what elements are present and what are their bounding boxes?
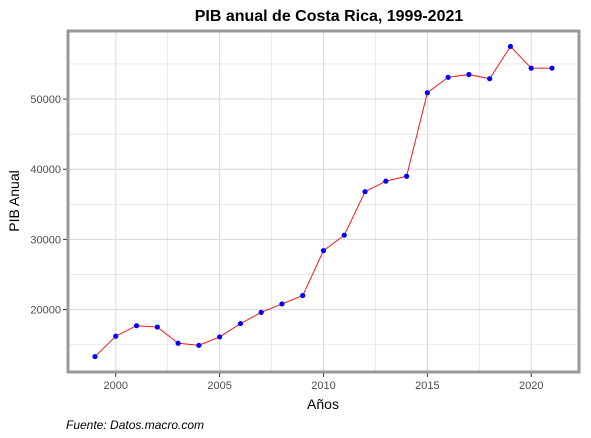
- data-point: [175, 340, 181, 346]
- data-point: [383, 178, 389, 184]
- x-tick-label: 2020: [519, 380, 543, 392]
- y-tick-label: 50000: [30, 94, 61, 106]
- data-point: [445, 74, 451, 80]
- source-caption: Fuente: Datos.macro.com: [66, 418, 204, 432]
- data-point: [113, 333, 119, 339]
- data-point: [92, 353, 98, 360]
- y-tick-label: 30000: [30, 234, 61, 246]
- x-tick-label: 2005: [207, 380, 231, 392]
- data-point: [507, 43, 514, 50]
- data-point: [258, 309, 264, 315]
- series-points: [92, 43, 555, 360]
- data-point: [279, 301, 285, 307]
- data-point: [133, 323, 140, 329]
- x-tick-label: 2000: [104, 380, 128, 392]
- data-point: [487, 76, 493, 82]
- data-point: [237, 320, 244, 327]
- y-tick-label: 20000: [30, 305, 61, 317]
- x-tick-label: 2015: [415, 380, 439, 392]
- y-tick-label: 40000: [30, 164, 61, 176]
- x-axis-title: Años: [307, 396, 339, 412]
- y-axis-ticks: 20000 30000 40000 50000: [30, 94, 67, 317]
- data-point: [362, 189, 368, 195]
- data-point: [403, 173, 410, 179]
- grid-lines: [68, 31, 579, 372]
- chart-title: PIB anual de Costa Rica, 1999-2021: [195, 8, 464, 25]
- y-axis-title: PIB Anual: [6, 170, 22, 232]
- x-axis-ticks: 2000 2005 2010 2015 2020: [104, 373, 543, 392]
- data-point: [154, 324, 160, 330]
- data-point: [217, 334, 223, 340]
- data-point: [341, 232, 347, 238]
- data-point: [300, 292, 306, 299]
- plot-border: [66, 29, 581, 374]
- data-point: [424, 90, 430, 96]
- data-point: [528, 65, 534, 71]
- x-tick-label: 2010: [311, 380, 335, 392]
- data-point: [196, 342, 202, 348]
- plot-area: [66, 29, 581, 374]
- data-point: [466, 71, 472, 78]
- data-point: [320, 248, 327, 254]
- data-point: [549, 65, 555, 71]
